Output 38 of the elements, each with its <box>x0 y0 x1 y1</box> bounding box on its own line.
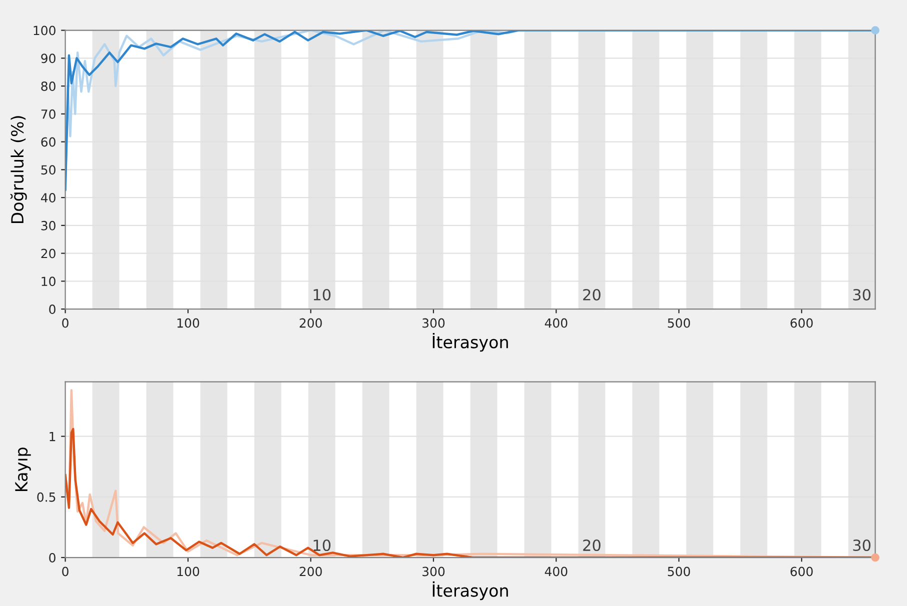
y-tick-label: 100 <box>34 26 56 36</box>
x-tick-label: 300 <box>422 318 445 328</box>
y-axis-title: Kayıp <box>15 448 31 491</box>
y-tick-label: 10 <box>42 276 56 286</box>
y-tick-label: 40 <box>40 193 56 202</box>
x-tick-label: 200 <box>300 566 322 576</box>
band-label: 30 <box>853 288 870 301</box>
y-tick-label: 0.5 <box>37 492 56 502</box>
x-axis-title: İterasyon <box>432 581 508 600</box>
y-tick-label: 0 <box>49 304 56 314</box>
y-tick-label: 1 <box>50 432 56 442</box>
x-tick-label: 500 <box>668 566 690 576</box>
x-tick-label: 100 <box>177 566 200 576</box>
band-label: 30 <box>853 539 870 552</box>
y-tick-label: 70 <box>41 109 56 119</box>
y-tick-label: 80 <box>41 82 56 91</box>
x-tick-label: 0 <box>62 566 68 576</box>
x-axis-title: İterasyon <box>432 332 508 352</box>
y-tick-label: 90 <box>41 54 56 64</box>
band-label: 20 <box>583 288 600 301</box>
y-tick-label: 50 <box>41 165 56 175</box>
y-tick-label: 30 <box>41 220 56 230</box>
x-tick-label: 600 <box>790 318 813 328</box>
x-tick-label: 500 <box>668 318 690 328</box>
x-tick-label: 400 <box>544 566 568 576</box>
y-tick-label: 60 <box>41 137 56 147</box>
y-tick-label: 0 <box>49 552 56 562</box>
x-tick-label: 400 <box>544 318 568 328</box>
band-label: 10 <box>314 539 330 552</box>
x-tick-label: 200 <box>300 318 322 328</box>
x-tick-label: 100 <box>177 318 200 328</box>
y-tick-label: 20 <box>41 248 56 258</box>
x-tick-label: 300 <box>422 566 445 576</box>
band-label: 10 <box>314 288 330 301</box>
band-label: 20 <box>583 539 600 552</box>
x-tick-label: 600 <box>790 566 813 576</box>
y-axis-title: Doğruluk (%) <box>10 116 27 224</box>
x-tick-label: 0 <box>62 318 68 328</box>
